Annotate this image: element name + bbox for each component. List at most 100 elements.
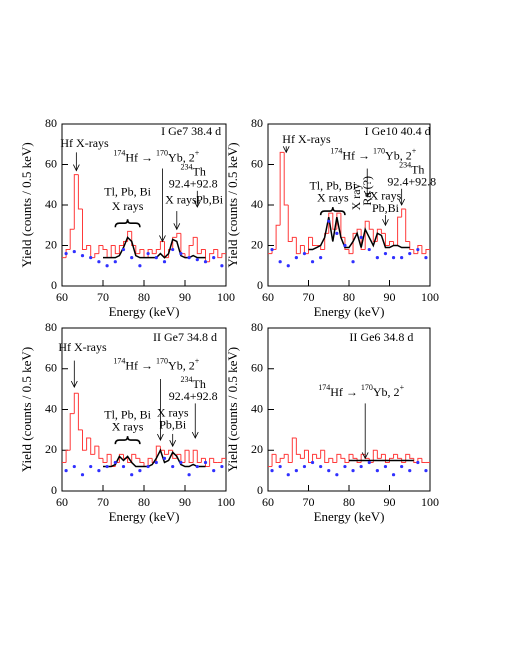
histogram-bin <box>98 446 103 459</box>
annotation-part: Hf → <box>125 150 156 164</box>
annotation: Hf X-rays <box>58 340 107 354</box>
data-dot <box>146 252 150 256</box>
annotation-part: Hf → <box>330 385 361 399</box>
histogram-bin <box>405 209 410 242</box>
data-dot <box>97 469 101 473</box>
x-tick-label: 60 <box>262 495 274 509</box>
annotation-part: 174 <box>318 384 330 393</box>
histogram-bin <box>94 445 99 455</box>
data-dot <box>375 469 379 473</box>
x-tick-label: 100 <box>421 290 439 304</box>
histogram-bin <box>320 245 325 251</box>
histogram-bin <box>376 228 382 242</box>
data-dot <box>113 260 117 264</box>
annotation: X rays <box>112 420 144 434</box>
histogram-bin <box>295 237 301 255</box>
histogram-bin <box>340 213 345 238</box>
annotation: Pb,Bi <box>372 201 400 215</box>
data-dot <box>80 254 85 258</box>
histogram-bin <box>82 209 87 251</box>
histogram-bin <box>73 174 79 230</box>
histogram-bin <box>192 449 198 463</box>
data-dot <box>162 456 167 460</box>
arrow-head <box>382 219 389 227</box>
annotation: I Ge7 38.4 d <box>161 124 221 138</box>
fit-curve <box>308 217 410 251</box>
data-dot <box>416 247 420 252</box>
histogram-bin <box>65 449 71 463</box>
histogram-bin <box>209 253 214 262</box>
x-tick-label: 70 <box>303 290 315 304</box>
histogram-bin <box>393 453 398 459</box>
histogram-bin <box>299 454 305 459</box>
histogram-bin <box>159 240 165 250</box>
x-tick-label: 70 <box>97 495 109 509</box>
data-dot <box>146 464 150 469</box>
annotation: X ray <box>349 183 363 210</box>
histogram-bin <box>86 437 91 451</box>
annotation-part: Th <box>193 164 206 178</box>
histogram-bin <box>90 245 95 259</box>
histogram-bin <box>139 458 144 463</box>
data-dot <box>278 260 282 264</box>
data-dot <box>154 460 158 465</box>
annotation-part: Hf → <box>125 358 156 372</box>
histogram-bin <box>324 450 329 463</box>
annotation: Tl, Pb, Bi <box>309 179 356 193</box>
histogram-bin <box>172 236 177 250</box>
y-tick-label: 60 <box>251 361 263 375</box>
histogram-bin <box>336 453 341 463</box>
x-tick-label: 60 <box>56 495 68 509</box>
data-dot <box>171 464 175 469</box>
histogram-bin <box>352 454 358 459</box>
histogram-bin <box>164 450 169 455</box>
data-dot <box>89 256 93 260</box>
annotation-part: Hf → <box>342 148 373 162</box>
histogram-bin <box>205 249 210 263</box>
y-tick-label: 60 <box>45 156 57 170</box>
data-dot <box>130 256 134 260</box>
y-tick-label: 40 <box>45 401 57 415</box>
histogram-bin <box>221 457 226 463</box>
histogram-bin <box>196 450 202 463</box>
histogram-bin <box>69 228 75 250</box>
arrow-head <box>157 433 164 441</box>
histogram-bin <box>82 429 87 451</box>
x-tick-label: 90 <box>179 495 191 509</box>
data-dot <box>195 258 199 262</box>
histogram-bin <box>135 245 140 255</box>
annotation-part: Yb, 2 <box>373 385 400 399</box>
annotation: 92.4+92.8 <box>169 389 218 403</box>
data-dot <box>278 464 282 469</box>
histogram-bin <box>213 249 218 254</box>
y-tick-label: 40 <box>251 197 263 211</box>
data-dot <box>391 256 396 260</box>
annotation: 92.4+92.8 <box>387 174 436 188</box>
histogram-bin <box>425 249 430 254</box>
histogram-bin <box>303 449 309 459</box>
annotation: 174Hf → 170Yb, 2+ <box>113 357 199 372</box>
annotation-part: 170 <box>373 147 385 156</box>
annotation-part: 234 <box>181 375 193 384</box>
x-tick-label: 70 <box>303 495 315 509</box>
histogram-bin <box>409 241 414 251</box>
annotation-part: 234 <box>399 161 411 170</box>
histogram-bin <box>271 453 277 467</box>
histogram-bin <box>77 393 83 431</box>
histogram-bin <box>312 237 317 246</box>
annotation: 92.4+92.8 <box>169 177 218 191</box>
histogram-bin <box>275 454 281 463</box>
data-dot <box>319 464 323 469</box>
data-dot <box>351 260 355 264</box>
histogram-bin <box>217 249 222 259</box>
histogram-bin <box>200 457 206 463</box>
data-dot <box>212 256 216 260</box>
data-dot <box>286 473 290 477</box>
data-dot <box>64 252 68 256</box>
data-dot <box>310 460 315 465</box>
annotation-part: Yb, 2 <box>168 358 195 372</box>
x-axis-label: Energy (keV) <box>314 509 385 524</box>
histogram-bin <box>151 249 157 255</box>
